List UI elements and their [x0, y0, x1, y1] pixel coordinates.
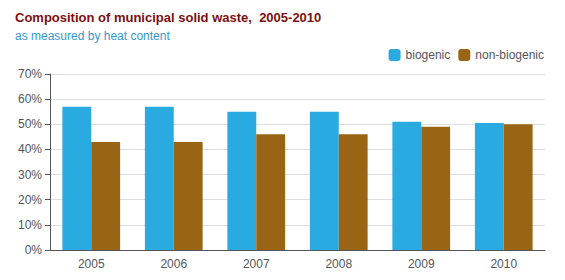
svg-text:2006: 2006 [160, 257, 187, 271]
svg-text:2009: 2009 [408, 257, 435, 271]
svg-text:2010: 2010 [490, 257, 517, 271]
svg-text:non-biogenic: non-biogenic [475, 48, 544, 62]
svg-text:60%: 60% [18, 92, 42, 106]
svg-text:40%: 40% [18, 142, 42, 156]
svg-text:2007: 2007 [243, 257, 270, 271]
svg-text:70%: 70% [18, 67, 42, 81]
svg-text:0%: 0% [25, 243, 43, 257]
svg-text:as measured by heat content: as measured by heat content [15, 29, 170, 43]
svg-text:10%: 10% [18, 218, 42, 232]
svg-text:2005: 2005 [78, 257, 105, 271]
svg-text:biogenic: biogenic [406, 48, 451, 62]
svg-text:20%: 20% [18, 193, 42, 207]
svg-text:Composition of municipal solid: Composition of municipal solid waste, 20… [15, 10, 321, 25]
svg-text:30%: 30% [18, 168, 42, 182]
svg-text:2008: 2008 [325, 257, 352, 271]
svg-text:50%: 50% [18, 117, 42, 131]
